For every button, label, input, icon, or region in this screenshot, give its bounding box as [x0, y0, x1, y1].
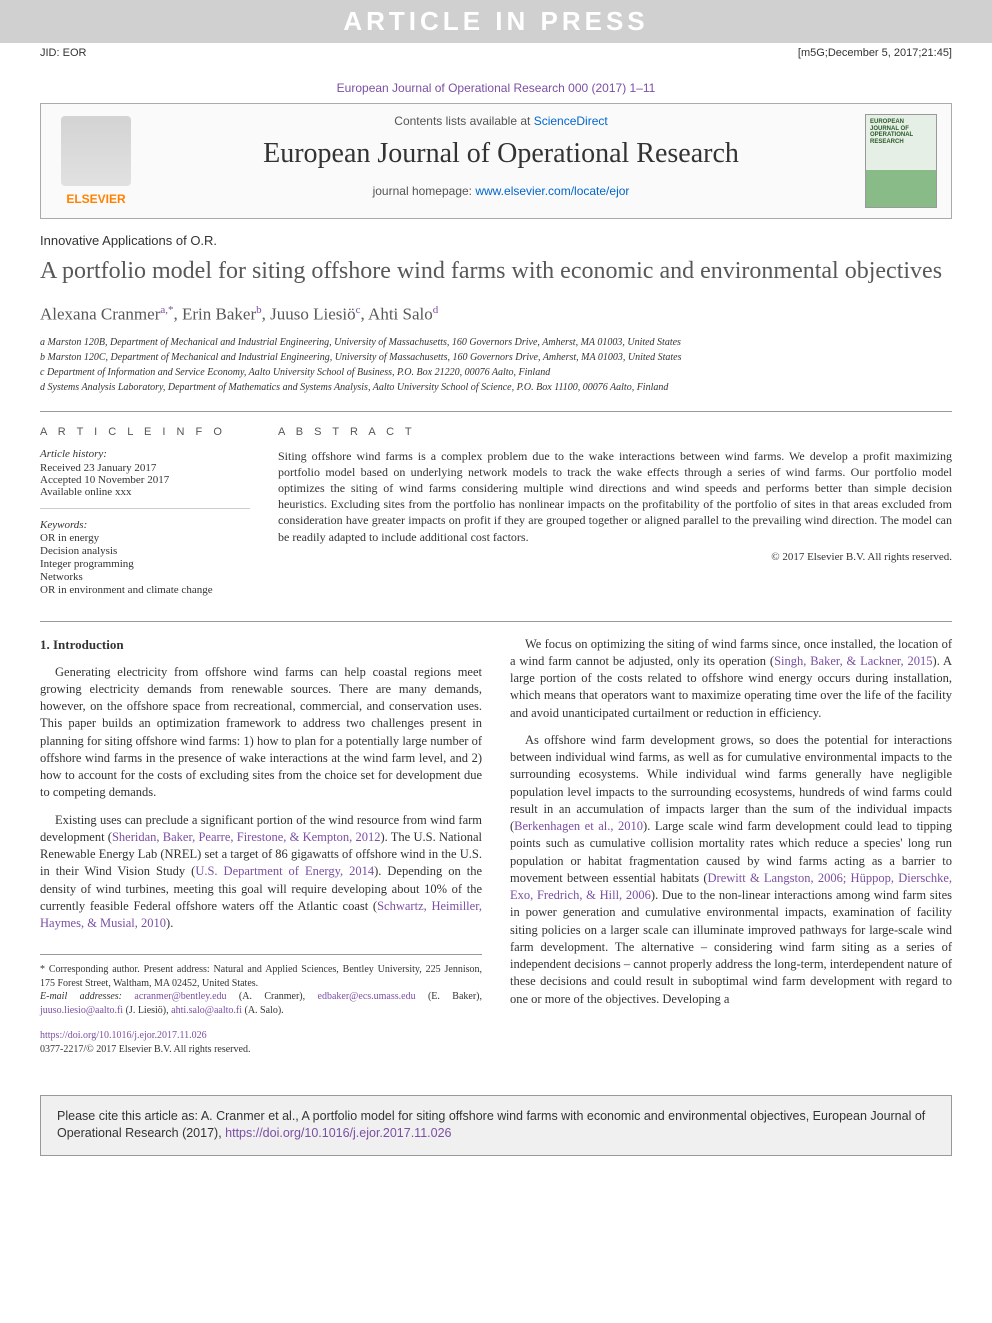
header-center: Contents lists available at ScienceDirec… — [151, 104, 851, 218]
intro-para-2: Existing uses can preclude a significant… — [40, 812, 482, 933]
abstract-column: A B S T R A C T Siting offshore wind far… — [278, 426, 952, 597]
citation-box: Please cite this article as: A. Cranmer … — [40, 1095, 952, 1156]
issn-line: 0377-2217/© 2017 Elsevier B.V. All right… — [40, 1044, 250, 1055]
contents-prefix: Contents lists available at — [394, 114, 533, 128]
journal-name: European Journal of Operational Research — [163, 138, 839, 170]
publisher-block: ELSEVIER — [41, 104, 151, 218]
email-link[interactable]: ahti.salo@aalto.fi — [171, 1005, 242, 1016]
history-subhead: Article history: — [40, 448, 250, 460]
homepage-prefix: journal homepage: — [373, 184, 476, 198]
citation-link[interactable]: Singh, Baker, & Lackner, 2015 — [774, 654, 932, 668]
citation-link[interactable]: Berkenhagen et al., 2010 — [514, 819, 643, 833]
doi-block: https://doi.org/10.1016/j.ejor.2017.11.0… — [40, 1029, 482, 1057]
right-para-2: As offshore wind farm development grows,… — [510, 732, 952, 1008]
keyword-item: OR in energy — [40, 532, 250, 544]
email-who: (J. Liesiö), — [123, 1005, 171, 1016]
keywords-block: Keywords: OR in energyDecision analysisI… — [40, 519, 250, 596]
citation-link[interactable]: Sheridan, Baker, Pearre, Firestone, & Ke… — [112, 830, 381, 844]
cover-block — [851, 104, 951, 218]
affiliation-line: b Marston 120C, Department of Mechanical… — [40, 350, 952, 365]
right-para-1: We focus on optimizing the siting of win… — [510, 636, 952, 722]
left-column: 1. Introduction Generating electricity f… — [40, 636, 482, 1057]
doi-link[interactable]: https://doi.org/10.1016/j.ejor.2017.11.0… — [40, 1030, 207, 1041]
keyword-item: Networks — [40, 571, 250, 583]
footnote-area: * Corresponding author. Present address:… — [40, 954, 482, 1017]
affiliation-line: a Marston 120B, Department of Mechanical… — [40, 335, 952, 350]
email-line: E-mail addresses: acranmer@bentley.edu (… — [40, 990, 482, 1017]
watermark-banner: ARTICLE IN PRESS — [0, 0, 992, 43]
rp2-text: ). Due to the non-linear interactions am… — [510, 888, 952, 1006]
jid-right: [m5G;December 5, 2017;21:45] — [798, 47, 952, 59]
keyword-item: Decision analysis — [40, 545, 250, 557]
journal-header: ELSEVIER Contents lists available at Sci… — [40, 103, 952, 219]
affiliation-line: c Department of Information and Service … — [40, 365, 952, 380]
affiliations: a Marston 120B, Department of Mechanical… — [40, 335, 952, 395]
email-who: (A. Salo). — [242, 1005, 284, 1016]
keyword-item: Integer programming — [40, 558, 250, 570]
article-info-column: A R T I C L E I N F O Article history: R… — [40, 426, 250, 597]
article-title: A portfolio model for siting offshore wi… — [40, 256, 952, 286]
email-link[interactable]: edbaker@ecs.umass.edu — [318, 991, 416, 1002]
contents-line: Contents lists available at ScienceDirec… — [163, 114, 839, 128]
keyword-item: OR in environment and climate change — [40, 584, 250, 596]
p2-text: ). — [166, 916, 173, 930]
corresponding-author-note: * Corresponding author. Present address:… — [40, 963, 482, 990]
divider — [40, 411, 952, 412]
sciencedirect-link[interactable]: ScienceDirect — [534, 114, 608, 128]
right-column: We focus on optimizing the siting of win… — [510, 636, 952, 1057]
info-heading: A R T I C L E I N F O — [40, 426, 250, 438]
citation-box-doi-link[interactable]: https://doi.org/10.1016/j.ejor.2017.11.0… — [225, 1126, 451, 1140]
email-link[interactable]: juuso.liesio@aalto.fi — [40, 1005, 123, 1016]
homepage-line: journal homepage: www.elsevier.com/locat… — [163, 184, 839, 198]
article-category: Innovative Applications of O.R. — [40, 233, 952, 248]
email-who: (E. Baker), — [416, 991, 482, 1002]
citation-link[interactable]: U.S. Department of Energy, 2014 — [195, 864, 374, 878]
email-who: (A. Cranmer), — [227, 991, 318, 1002]
history-line: Available online xxx — [40, 486, 250, 498]
emails-label: E-mail addresses: — [40, 991, 134, 1002]
history-line: Accepted 10 November 2017 — [40, 474, 250, 486]
jid-left: JID: EOR — [40, 47, 86, 59]
history-block: Article history: Received 23 January 201… — [40, 448, 250, 509]
journal-cover-icon — [865, 114, 937, 208]
section-1-heading: 1. Introduction — [40, 636, 482, 654]
email-link[interactable]: acranmer@bentley.edu — [134, 991, 226, 1002]
jid-line: JID: EOR [m5G;December 5, 2017;21:45] — [0, 43, 992, 63]
author-list: Alexana Cranmera,*, Erin Bakerb, Juuso L… — [40, 304, 952, 325]
abstract-text: Siting offshore wind farms is a complex … — [278, 448, 952, 545]
homepage-link[interactable]: www.elsevier.com/locate/ejor — [475, 184, 629, 198]
abstract-heading: A B S T R A C T — [278, 426, 952, 438]
intro-para-1: Generating electricity from offshore win… — [40, 664, 482, 802]
elsevier-logo-icon — [61, 116, 131, 186]
copyright-line: © 2017 Elsevier B.V. All rights reserved… — [278, 551, 952, 563]
affiliation-line: d Systems Analysis Laboratory, Departmen… — [40, 380, 952, 395]
keywords-subhead: Keywords: — [40, 519, 250, 531]
top-citation-link[interactable]: European Journal of Operational Research… — [0, 63, 992, 103]
divider — [40, 621, 952, 622]
history-line: Received 23 January 2017 — [40, 462, 250, 474]
top-citation-text[interactable]: European Journal of Operational Research… — [337, 81, 656, 95]
publisher-label: ELSEVIER — [66, 192, 125, 206]
citation-box-text: Please cite this article as: A. Cranmer … — [57, 1109, 925, 1141]
